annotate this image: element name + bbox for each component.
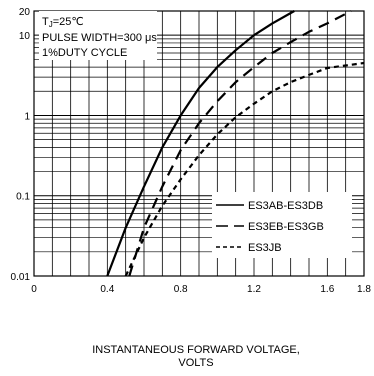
x-axis-label-line1: INSTANTANEOUS FORWARD VOLTAGE, <box>92 344 300 356</box>
x-tick-label: 1.6 <box>320 284 334 295</box>
annotation-tj-prefix: T <box>42 16 49 28</box>
legend-label-3: ES3JB <box>248 242 282 254</box>
y-tick-label: 0.1 <box>16 192 30 203</box>
annotation-duty-cycle: 1%DUTY CYCLE <box>42 47 127 59</box>
y-tick-label: 10 <box>19 31 31 42</box>
annotation-tj-suffix: =25℃ <box>53 16 84 28</box>
series-line-3 <box>124 61 365 277</box>
y-tick-label: 1 <box>24 111 30 122</box>
annotation-tj: TJ=25℃ <box>42 16 84 29</box>
x-tick-label: 0.8 <box>174 284 188 295</box>
legend: ES3AB-ES3DB ES3EB-ES3GB ES3JB <box>212 192 352 258</box>
x-tick-label: 1.8 <box>357 284 371 295</box>
annotation-tj-sub: J <box>49 20 53 29</box>
annotation-pulse-width: PULSE WIDTH=300 μs <box>42 32 157 44</box>
x-tick-label: 0.4 <box>100 284 114 295</box>
legend-label-1: ES3AB-ES3DB <box>248 200 323 212</box>
x-axis-label-line2: VOLTS <box>178 357 213 369</box>
y-tick-labels: 0.01 0.1 1 10 20 <box>11 7 31 283</box>
condition-annotation: TJ=25℃ PULSE WIDTH=300 μs 1%DUTY CYCLE <box>39 11 157 60</box>
plot-frame <box>33 10 365 277</box>
x-axis-label: INSTANTANEOUS FORWARD VOLTAGE, VOLTS <box>92 344 300 369</box>
legend-label-2: ES3EB-ES3GB <box>248 221 324 233</box>
series-curves <box>106 10 365 277</box>
x-tick-label: 0 <box>31 284 37 295</box>
y-tick-label: 0.01 <box>11 272 31 283</box>
x-tick-labels: 0 0.4 0.8 1.2 1.6 1.8 <box>31 284 371 295</box>
series-line-2 <box>128 10 352 277</box>
y-tick-label: 20 <box>19 7 31 18</box>
series-line-1 <box>106 10 295 277</box>
x-tick-label: 1.2 <box>247 284 261 295</box>
